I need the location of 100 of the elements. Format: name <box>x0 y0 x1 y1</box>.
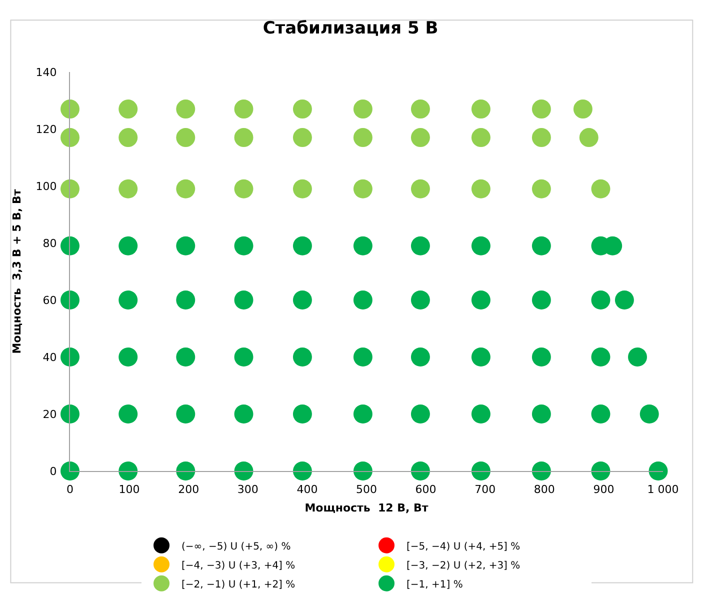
point <box>176 462 196 480</box>
point <box>176 236 196 256</box>
point <box>410 179 430 198</box>
x-tick-label: 700 <box>474 483 496 496</box>
x-tick-label: 0 <box>66 483 74 496</box>
point <box>234 236 254 256</box>
point <box>234 348 254 366</box>
point <box>410 100 430 119</box>
point <box>648 462 668 480</box>
point <box>292 348 312 366</box>
point <box>353 236 372 256</box>
point <box>118 348 138 366</box>
point <box>292 179 312 198</box>
point <box>234 462 254 480</box>
point <box>118 404 138 424</box>
point <box>234 179 254 198</box>
point <box>234 404 254 424</box>
point <box>353 100 372 119</box>
point <box>353 348 372 366</box>
y-tick-label: 20 <box>42 408 57 421</box>
legend-label: [−2, −1) U (+1, +2] % <box>182 579 296 590</box>
point <box>532 348 551 366</box>
x-tick-label: 300 <box>237 483 258 496</box>
legend-label: [−3, −2) U (+2, +3] % <box>406 560 520 572</box>
point <box>292 404 312 424</box>
point <box>118 462 138 480</box>
point <box>532 179 551 198</box>
point <box>60 128 80 148</box>
point <box>410 128 430 148</box>
point <box>471 179 490 198</box>
x-tick-label: 1 000 <box>647 483 679 496</box>
y-tick-label: 0 <box>50 464 57 478</box>
point <box>60 462 80 480</box>
point <box>471 462 490 480</box>
point <box>471 348 490 366</box>
point <box>176 348 196 366</box>
point <box>591 462 610 480</box>
point <box>471 290 490 310</box>
point <box>60 404 80 424</box>
point <box>591 179 610 198</box>
point <box>118 100 138 119</box>
point <box>410 236 430 256</box>
point <box>410 290 430 310</box>
point <box>532 462 551 480</box>
point <box>628 348 647 366</box>
point <box>176 404 196 424</box>
point <box>118 236 138 256</box>
point <box>640 404 659 424</box>
y-tick-label: 60 <box>42 294 57 307</box>
point <box>176 100 196 119</box>
x-tick-label: 800 <box>534 483 555 496</box>
point <box>471 128 490 148</box>
x-tick-label: 400 <box>296 483 318 496</box>
point <box>573 100 592 119</box>
point <box>410 462 430 480</box>
point <box>579 128 598 148</box>
point <box>118 128 138 148</box>
x-tick-label: 100 <box>118 483 140 496</box>
point <box>234 290 254 310</box>
point <box>176 128 196 148</box>
y-tick-label: 40 <box>42 350 57 364</box>
x-axis-title: Мощность 12 В, Вт <box>304 501 429 514</box>
point <box>410 348 430 366</box>
point <box>591 404 610 424</box>
point <box>234 128 254 148</box>
y-axis-title: Мощность 3,3 В + 5 В, Вт <box>10 188 24 354</box>
point <box>353 128 372 148</box>
legend-label: [−5, −4) U (+4, +5] % <box>406 541 520 552</box>
point <box>591 348 610 366</box>
point <box>60 348 80 366</box>
point <box>532 290 551 310</box>
point <box>176 290 196 310</box>
x-tick-label: 600 <box>415 483 436 496</box>
chart-title: Стабилизация 5 В <box>262 18 438 38</box>
x-tick-label: 900 <box>593 483 614 496</box>
x-tick-label: 200 <box>178 483 200 496</box>
point <box>292 100 312 119</box>
point <box>471 404 490 424</box>
point <box>234 100 254 119</box>
point <box>60 236 80 256</box>
point <box>532 128 551 148</box>
point <box>176 179 196 198</box>
point <box>118 290 138 310</box>
y-tick-label: 140 <box>36 66 57 79</box>
point <box>471 100 490 119</box>
legend-label: [−1, +1] % <box>406 579 463 590</box>
y-tick-label: 100 <box>36 180 57 193</box>
point <box>292 236 312 256</box>
point <box>532 100 551 119</box>
point <box>471 236 490 256</box>
point <box>60 100 80 119</box>
point <box>353 404 372 424</box>
legend-label: (−∞, −5) U (+5, ∞) % <box>182 541 291 552</box>
point <box>410 404 430 424</box>
point <box>292 128 312 148</box>
legend-label: [−4, −3) U (+3, +4] % <box>182 560 296 572</box>
y-tick-label: 80 <box>42 236 57 250</box>
point <box>532 404 551 424</box>
point <box>60 179 80 198</box>
point <box>532 236 551 256</box>
